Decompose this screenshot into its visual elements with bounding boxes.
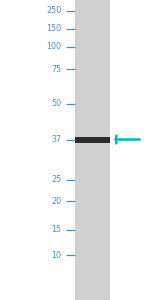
Text: 15: 15 xyxy=(51,225,62,234)
Text: 250: 250 xyxy=(46,6,62,15)
Text: 20: 20 xyxy=(51,196,62,206)
Text: 100: 100 xyxy=(46,42,62,51)
Bar xyxy=(75,136,110,142)
Text: 37: 37 xyxy=(51,135,62,144)
Text: 150: 150 xyxy=(46,24,62,33)
Text: 75: 75 xyxy=(51,64,62,74)
Text: 25: 25 xyxy=(51,176,62,184)
Text: 10: 10 xyxy=(51,250,61,260)
Text: 50: 50 xyxy=(51,99,62,108)
Bar xyxy=(75,0,110,300)
